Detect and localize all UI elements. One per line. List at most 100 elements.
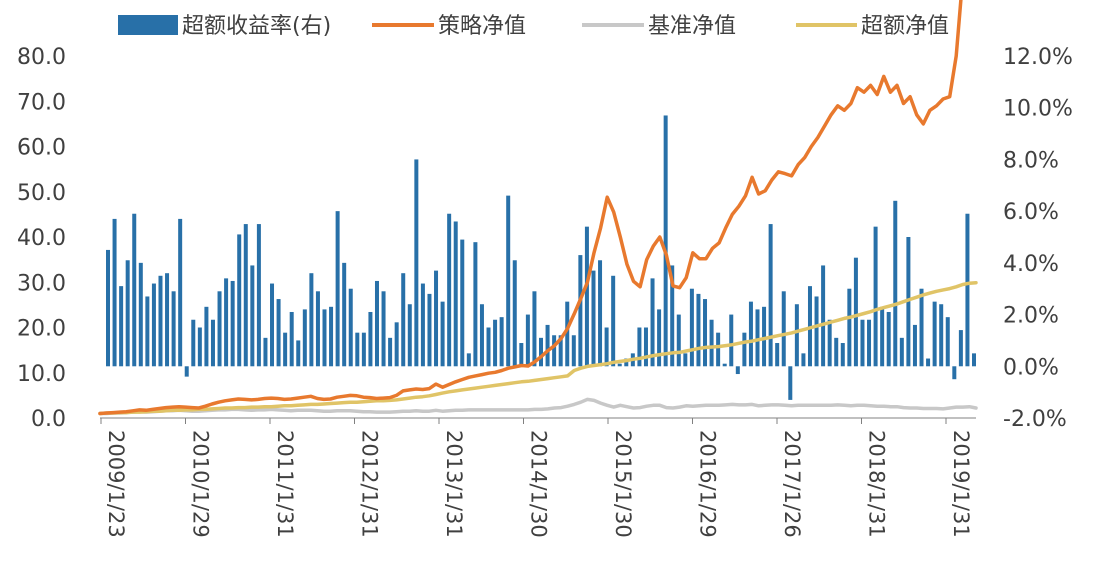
excess-return-bar <box>414 159 419 367</box>
excess-return-bar <box>709 319 714 367</box>
excess-return-bar <box>650 278 655 367</box>
excess-return-bar <box>427 293 432 367</box>
x-axis: 2009/1/23 2010/1/29 2011/1/31 2012/1/31 2013… <box>100 417 976 538</box>
excess-return-bar <box>250 265 255 367</box>
x-tick-label: 2009/1/23 <box>104 430 128 538</box>
legend-label-excess-return: 超额收益率(右) <box>182 14 331 39</box>
excess-return-bar <box>565 301 570 367</box>
excess-return-bar <box>912 324 917 367</box>
excess-return-bar <box>703 299 708 367</box>
excess-return-bar <box>348 288 353 367</box>
excess-return-bar <box>584 226 589 367</box>
excess-return-bar <box>926 358 931 367</box>
y-left-tick-label: 80.0 <box>17 45 66 70</box>
excess-return-bar <box>434 270 439 367</box>
excess-return-bar <box>263 337 268 367</box>
excess-return-bar <box>210 319 215 367</box>
excess-return-bar <box>178 218 183 367</box>
excess-nav-line <box>98 280 978 416</box>
y-axis-left: 80.0 70.0 60.0 50.0 40.0 30.0 20.0 10.0 0.0 <box>17 45 66 432</box>
excess-return-bar <box>473 242 478 367</box>
excess-return-bar <box>184 366 189 377</box>
excess-return-bar <box>145 296 150 367</box>
excess-return-bar <box>335 211 340 367</box>
excess-return-bar <box>381 291 386 367</box>
y-left-tick-label: 70.0 <box>17 90 66 115</box>
y-left-tick-label: 30.0 <box>17 271 66 296</box>
excess-return-bar <box>729 314 734 367</box>
excess-return-bar <box>217 291 222 367</box>
excess-return-bar <box>342 262 347 367</box>
excess-return-bar <box>788 366 793 400</box>
excess-return-bar <box>853 257 858 367</box>
excess-return-bar <box>643 327 648 367</box>
excess-return-bar <box>814 296 819 367</box>
excess-return-bar <box>801 353 806 367</box>
excess-return-bar <box>571 335 576 367</box>
y-right-tick-label: 8.0% <box>1003 148 1059 173</box>
excess-return-bar <box>965 213 970 367</box>
excess-return-bar <box>132 213 137 367</box>
y-left-tick-label: 10.0 <box>17 362 66 387</box>
x-tick-label: 2018/1/31 <box>865 430 889 538</box>
excess-return-bar <box>827 319 832 367</box>
x-tick-label: 2013/1/31 <box>442 430 466 538</box>
excess-return-bar <box>604 327 609 367</box>
excess-return-bar <box>151 283 156 367</box>
excess-return-bar <box>361 332 366 367</box>
excess-return-bar <box>945 317 950 367</box>
excess-return-bar <box>256 224 261 367</box>
excess-return-bar <box>880 306 885 367</box>
excess-return-bar <box>525 314 530 367</box>
excess-return-bar <box>532 291 537 367</box>
nav-lines <box>98 0 978 416</box>
y-right-tick-label: 10.0% <box>1003 97 1073 122</box>
excess-return-bar <box>670 265 675 367</box>
excess-return-bar <box>230 280 235 367</box>
strategy-nav-line <box>98 0 963 416</box>
excess-return-bar <box>447 213 452 367</box>
excess-return-bar <box>748 301 753 367</box>
excess-return-bar <box>512 260 517 367</box>
excess-return-bar <box>755 309 760 367</box>
excess-return-bar <box>775 343 780 367</box>
excess-return-bar <box>689 288 694 367</box>
excess-return-bar <box>893 200 898 367</box>
excess-return-bar <box>860 319 865 367</box>
y-left-tick-label: 50.0 <box>17 181 66 206</box>
excess-return-bar <box>165 273 170 367</box>
excess-return-bar <box>374 280 379 367</box>
excess-return-bar <box>368 311 373 367</box>
excess-return-bar <box>289 311 294 367</box>
x-tick-label: 2014/1/30 <box>527 430 551 538</box>
excess-return-bar <box>676 314 681 367</box>
excess-return-bar <box>958 330 963 367</box>
excess-return-bar <box>539 337 543 367</box>
excess-return-bar <box>696 293 701 367</box>
y-right-tick-label: 0.0% <box>1003 355 1059 380</box>
excess-return-bar <box>591 270 596 367</box>
x-tick-label: 2019/1/31 <box>949 430 973 538</box>
excess-return-bar <box>598 260 603 367</box>
excess-return-bar <box>611 275 616 367</box>
excess-return-bar <box>768 224 773 367</box>
excess-return-bar <box>840 343 845 367</box>
excess-return-bar <box>939 304 944 367</box>
excess-return-bar <box>952 366 957 380</box>
legend-label-strategy-nav: 策略净值 <box>438 14 526 39</box>
x-tick-label: 2017/1/26 <box>780 430 804 538</box>
y-right-tick-label: 6.0% <box>1003 200 1059 225</box>
y-left-tick-label: 60.0 <box>17 136 66 161</box>
excess-return-bar <box>296 340 301 367</box>
excess-return-bar <box>243 224 248 367</box>
excess-return-bar <box>420 283 425 367</box>
excess-return-bar <box>899 337 904 367</box>
excess-return-bar <box>637 327 642 367</box>
excess-return-bar <box>722 363 727 367</box>
excess-return-bar <box>158 275 163 367</box>
excess-return-bar <box>499 317 504 367</box>
excess-return-bar <box>466 353 471 367</box>
excess-return-bar <box>315 291 320 367</box>
excess-return-bar <box>762 306 767 367</box>
excess-return-bar <box>972 353 976 367</box>
